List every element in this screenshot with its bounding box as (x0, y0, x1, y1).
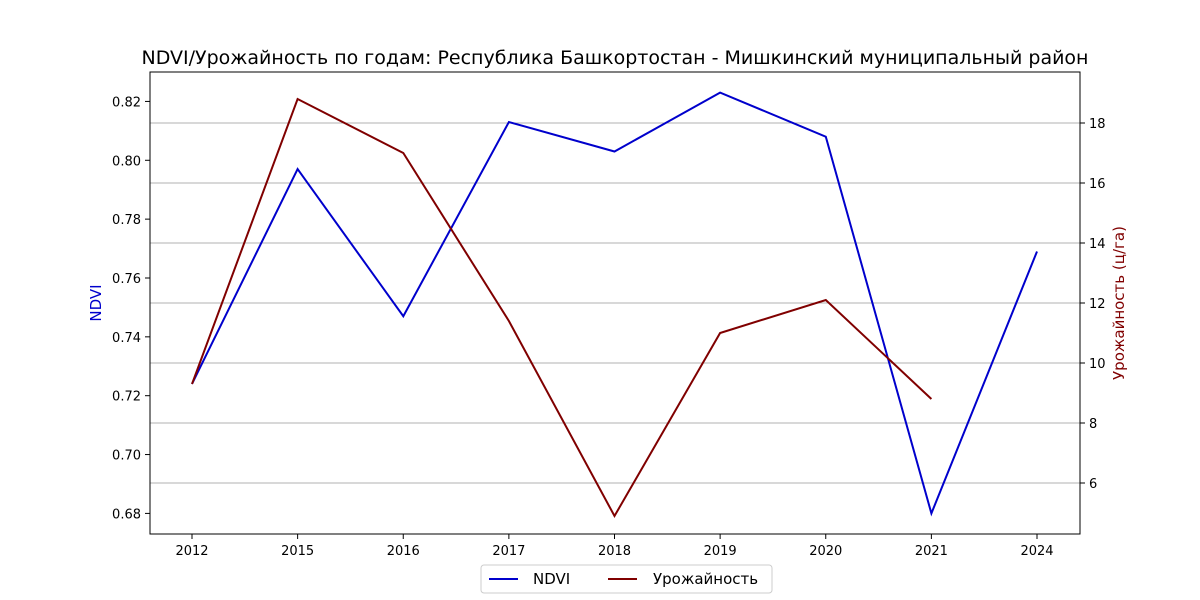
y-right-tick-label: 12 (1089, 297, 1106, 312)
grid-lines (150, 122, 1080, 484)
y-axis-right-label: Урожайность (ц/га) (1110, 226, 1128, 380)
x-axis: 2012 2015 2016 2017 2018 2019 2020 2021 2024 (175, 534, 1054, 559)
y-left-tick-label: 0.80 (112, 154, 141, 169)
x-tick-label: 2012 (175, 544, 208, 559)
x-tick-label: 2021 (915, 544, 948, 559)
y-left-tick-label: 0.74 (112, 331, 141, 346)
y-left-tick-label: 0.72 (112, 390, 141, 405)
y-axis-left-label: NDVI (87, 284, 105, 321)
y-left-tick-label: 0.82 (112, 95, 141, 110)
y-left-tick-label: 0.68 (112, 507, 141, 522)
x-tick-label: 2016 (387, 544, 420, 559)
legend: NDVI Урожайность (480, 564, 773, 594)
y-right-tick-label: 6 (1089, 477, 1097, 492)
legend-label-yield: Урожайность (653, 570, 758, 588)
y-left-tick-label: 0.78 (112, 213, 141, 228)
y-right-tick-label: 18 (1089, 117, 1106, 132)
y-right-tick-label: 10 (1089, 357, 1106, 372)
series-line-yield (191, 97, 933, 519)
x-tick-label: 2018 (598, 544, 631, 559)
series-lines (191, 91, 1038, 519)
y-left-tick-label: 0.76 (112, 272, 141, 287)
legend-label-ndvi: NDVI (533, 570, 570, 588)
y-right-tick-label: 16 (1089, 177, 1106, 192)
y-axis-left: 0.68 0.70 0.72 0.74 0.76 0.78 0.80 0.82 (112, 95, 150, 522)
y-right-tick-label: 8 (1089, 417, 1097, 432)
x-tick-label: 2017 (492, 544, 525, 559)
series-line-ndvi (191, 91, 1038, 517)
x-tick-label: 2020 (809, 544, 842, 559)
y-right-tick-label: 14 (1089, 237, 1106, 252)
x-tick-label: 2015 (281, 544, 314, 559)
chart-title: NDVI/Урожайность по годам: Республика Ба… (142, 47, 1089, 69)
y-left-tick-label: 0.70 (112, 449, 141, 464)
x-tick-label: 2024 (1020, 544, 1053, 559)
x-tick-label: 2019 (704, 544, 737, 559)
y-axis-right: 6 8 10 12 14 16 18 (1080, 117, 1106, 492)
